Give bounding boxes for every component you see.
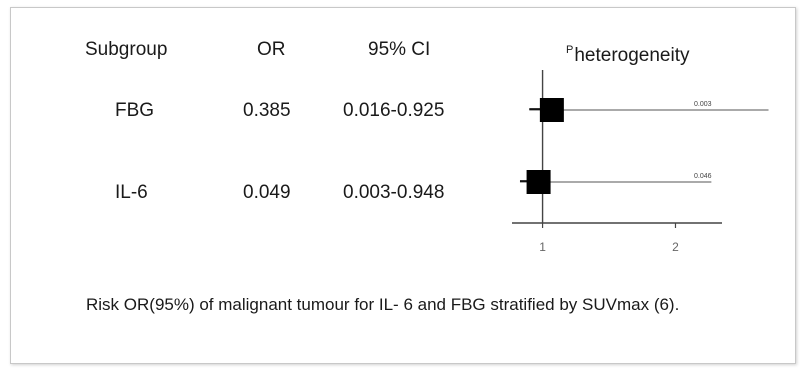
header-p-heterogeneity: Pheterogeneity (566, 39, 690, 67)
row-il6-ci: 0.003-0.948 (343, 182, 445, 203)
header-or: OR (257, 39, 286, 60)
figure-caption: Risk OR(95%) of malignant tumour for IL-… (86, 295, 680, 314)
x-tick-label-1: 1 (539, 240, 546, 254)
or-marker-il6 (526, 170, 551, 194)
row-fbg-ci: 0.016-0.925 (343, 100, 445, 121)
p-value-fbg: 0.003 (694, 101, 712, 108)
header-subgroup: Subgroup (85, 39, 168, 60)
p-value-il6: 0.046 (694, 173, 712, 180)
or-marker-fbg (539, 98, 564, 122)
header-p-label: heterogeneity (574, 45, 690, 66)
header-p-superscript: P (566, 44, 574, 56)
row-il6-subgroup: IL-6 (115, 182, 148, 203)
x-tick-label-2: 2 (672, 240, 679, 254)
header-ci: 95% CI (368, 39, 431, 60)
row-il6-or: 0.049 (243, 182, 291, 203)
figure-border (10, 7, 796, 364)
row-fbg-subgroup: FBG (115, 100, 155, 121)
row-fbg-or: 0.385 (243, 100, 291, 121)
